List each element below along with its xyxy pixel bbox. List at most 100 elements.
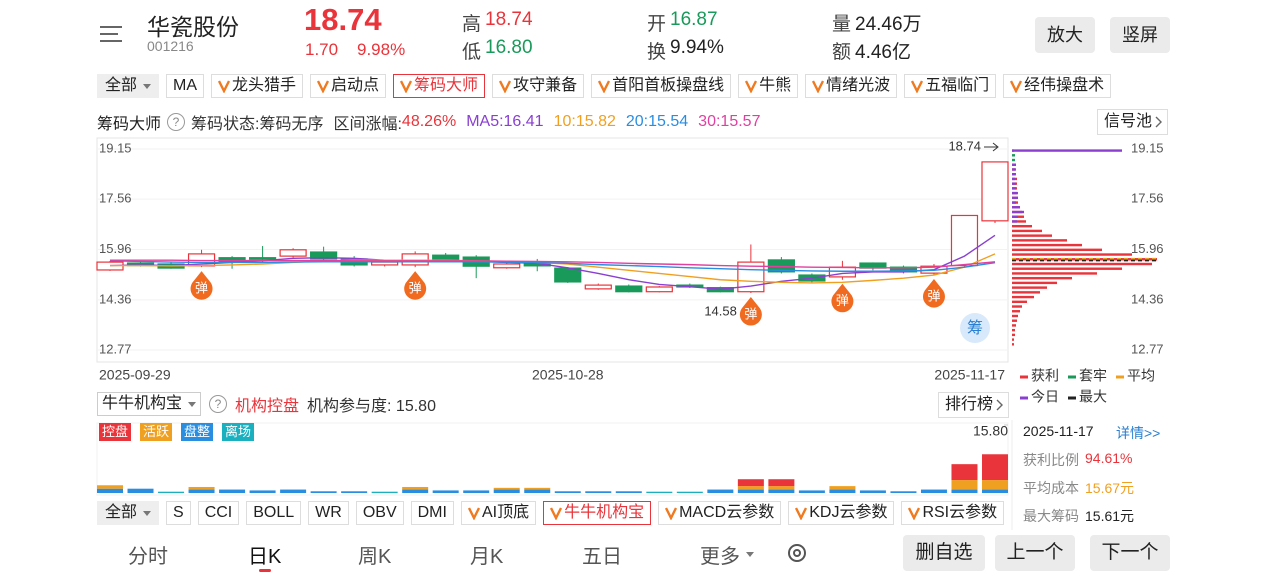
signal-marker (831, 283, 854, 313)
signal-label: 信号池 (1104, 113, 1153, 130)
menu-icon[interactable] (100, 26, 122, 42)
bar-segment (951, 480, 978, 490)
panel-row-value: 94.61% (1085, 450, 1133, 466)
chip-bar (1012, 286, 1047, 289)
bar-segment (615, 491, 642, 493)
bar-segment (951, 464, 978, 481)
nav-item[interactable]: 周K (358, 540, 391, 569)
tab[interactable]: MA (166, 74, 205, 98)
dropdown[interactable]: 全部 (97, 501, 160, 525)
bar-segment (402, 486, 429, 490)
select-label: 牛牛机构宝 (102, 395, 183, 412)
tab[interactable]: KDJ云参数 (788, 501, 895, 525)
caret (188, 401, 197, 407)
chip-status: 筹码状态:筹码无序 (191, 116, 324, 133)
settings-icon[interactable] (788, 544, 806, 562)
tab[interactable]: 首阳首板操盘线 (591, 74, 732, 98)
panel-row-value: 15.61元 (1085, 508, 1135, 524)
tab[interactable]: AI顶底 (460, 501, 537, 525)
candle-body (218, 257, 246, 263)
tab[interactable]: 攻守兼备 (492, 74, 585, 98)
help-icon[interactable]: ? (167, 113, 186, 131)
tab[interactable]: BOLL (246, 501, 302, 525)
ranking-label: 排行榜 (945, 396, 994, 413)
help-icon[interactable]: ? (209, 395, 228, 413)
tab[interactable]: 情绪光波 (805, 74, 898, 98)
stat-label: 量 (832, 14, 852, 35)
y-tick-label: 15.80 (973, 423, 1008, 439)
legend-badge: 离场 (222, 423, 255, 441)
control-status: 机构控盘 (235, 398, 300, 415)
chip-bar (1012, 158, 1015, 162)
x-tick-label: 2025-11-17 (934, 367, 1005, 383)
chip-bar (1012, 168, 1015, 171)
y-tick-label-right: 12.77 (1131, 341, 1164, 356)
indicator-select[interactable]: 牛牛机构宝 (97, 392, 202, 416)
bar-segment (982, 480, 1008, 490)
chip-bar (1012, 276, 1072, 280)
bar-segment (524, 487, 551, 490)
chip-bar (1012, 196, 1018, 200)
bar-segment (463, 490, 490, 493)
nav-button[interactable]: 下一个 (1090, 535, 1170, 571)
ma-value: 16.41 (503, 113, 544, 130)
pro-icon-shape (1010, 80, 1023, 93)
pro-icon (218, 80, 231, 93)
tab[interactable]: DMI (410, 501, 454, 525)
pro-icon (665, 507, 678, 520)
stat: 开 16.87 (647, 9, 718, 36)
tab[interactable]: 龙头猎手 (211, 74, 304, 98)
nav-item[interactable]: 分时 (128, 540, 168, 569)
signal-label: 弹 (836, 293, 849, 308)
panel-date: 2025-11-17 (1023, 423, 1094, 439)
header-button[interactable]: 放大 (1035, 17, 1095, 53)
signal-button[interactable]: 信号池 (1097, 109, 1169, 135)
chip-bar (1012, 305, 1022, 308)
panel-detail[interactable]: 详情>> (1116, 425, 1161, 441)
tab[interactable]: 经伟操盘术 (1003, 74, 1112, 98)
ranking-button[interactable]: 排行榜 (938, 392, 1010, 418)
signal-label: 弹 (927, 288, 940, 303)
header-button[interactable]: 竖屏 (1110, 17, 1170, 53)
stat-value: 18.74 (485, 9, 533, 30)
legend-label: 平均 (1127, 368, 1155, 384)
candle-body (401, 253, 429, 266)
chip-bar (1012, 310, 1020, 313)
chevron (1155, 116, 1163, 128)
tab[interactable]: 牛熊 (738, 74, 799, 98)
nav-item-active[interactable]: 日K (248, 540, 281, 572)
low-annotation: 14.58 (704, 303, 737, 318)
tab-row: 全部 S CCI BOLL WR OBV DMI AI顶底 牛牛机构宝 MACD云参数 KDJ云参数… (97, 501, 1170, 527)
tab[interactable]: CCI (197, 501, 240, 525)
tab[interactable]: S (166, 501, 191, 525)
legend-swatch (1020, 375, 1028, 379)
chip-bar (1012, 201, 1016, 204)
tab-active[interactable]: 牛牛机构宝 (543, 501, 652, 525)
stat-label: 开 (647, 14, 667, 35)
nav-button[interactable]: 上一个 (995, 535, 1075, 571)
tab-row: 全部 MA 龙头猎手 启动点 筹码大师 攻守兼备 首阳首板操盘线 牛熊 情绪光波 五福临门 经伟操盘… (97, 74, 1170, 100)
nav-item[interactable]: 月K (470, 540, 503, 569)
chip-bar (1012, 163, 1016, 166)
candle-body (493, 263, 521, 269)
tab[interactable]: RSI云参数 (901, 501, 1005, 525)
legend-badge: 盘整 (181, 423, 214, 441)
chip-bar (1012, 229, 1042, 233)
tab-label: 经伟操盘术 (1024, 77, 1105, 94)
tab[interactable]: WR (308, 501, 349, 525)
tab-active[interactable]: 筹码大师 (393, 74, 486, 98)
tab[interactable]: 五福临门 (904, 74, 997, 98)
x-tick-label: 2025-09-29 (99, 367, 171, 383)
nav-item[interactable]: 五日 (582, 540, 622, 569)
bar-segment (402, 489, 429, 493)
nav-button[interactable]: 删自选 (903, 535, 985, 571)
tab[interactable]: MACD云参数 (658, 501, 782, 525)
dropdown[interactable]: 全部 (97, 74, 160, 98)
tab[interactable]: OBV (355, 501, 404, 525)
tab[interactable]: 启动点 (310, 74, 387, 98)
nav-item[interactable]: 更多 (700, 540, 754, 569)
y-tick-label: 15.96 (99, 241, 132, 256)
candle-body (584, 284, 612, 290)
tab-label: KDJ云参数 (809, 504, 888, 521)
